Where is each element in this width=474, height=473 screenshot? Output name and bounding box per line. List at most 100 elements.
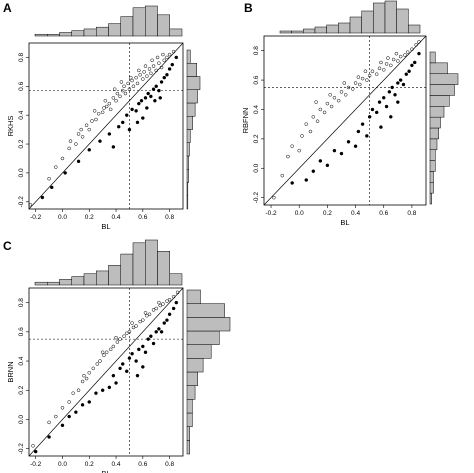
data-point-open bbox=[141, 318, 145, 322]
data-point-open bbox=[154, 306, 158, 311]
data-point-filled bbox=[141, 116, 145, 120]
y-histogram-bar bbox=[186, 195, 189, 210]
data-point-filled bbox=[149, 334, 153, 338]
x-histogram-bar bbox=[408, 24, 421, 34]
y-histogram-bar bbox=[429, 171, 434, 183]
data-point-open bbox=[142, 70, 146, 74]
data-point-open bbox=[308, 129, 313, 134]
y-histogram-bar bbox=[429, 149, 436, 161]
data-point-open bbox=[94, 117, 98, 122]
data-point-open bbox=[286, 154, 290, 159]
data-point-filled bbox=[111, 145, 116, 149]
data-point-open bbox=[114, 98, 118, 103]
data-point-filled bbox=[367, 115, 372, 119]
x-histogram-bar bbox=[338, 22, 351, 34]
y-histogram-bar bbox=[429, 116, 441, 129]
y-tick-label: 0.6 bbox=[18, 81, 25, 90]
data-point-open bbox=[80, 135, 85, 139]
y-tick-label: -0.2 bbox=[18, 196, 25, 208]
data-point-open bbox=[115, 340, 120, 344]
x-tick-label: 0.4 bbox=[112, 461, 121, 468]
data-point-open bbox=[377, 66, 382, 71]
data-point-open bbox=[129, 75, 133, 80]
data-point-open bbox=[272, 195, 276, 200]
data-point-filled bbox=[157, 327, 161, 331]
data-point-filled bbox=[134, 109, 138, 113]
x-histogram-bar bbox=[59, 279, 72, 286]
data-point-open bbox=[325, 101, 330, 106]
y-tick-label: 0.4 bbox=[253, 105, 260, 114]
data-point-filled bbox=[167, 312, 172, 317]
data-point-filled bbox=[379, 125, 383, 129]
data-point-filled bbox=[154, 84, 158, 89]
data-point-filled bbox=[325, 163, 330, 168]
y-histogram-bar bbox=[186, 440, 190, 455]
y-tick-label: 0.0 bbox=[18, 415, 25, 424]
data-point-filled bbox=[390, 85, 394, 90]
y-histogram-bar bbox=[186, 371, 198, 386]
data-point-filled bbox=[162, 321, 167, 325]
data-point-open bbox=[391, 57, 396, 62]
data-point-open bbox=[96, 111, 101, 116]
x-histogram-bar bbox=[384, 0, 397, 34]
data-point-open bbox=[119, 80, 124, 84]
data-point-open bbox=[135, 81, 140, 86]
data-point-filled bbox=[159, 80, 164, 84]
data-point-open bbox=[141, 77, 145, 81]
data-point-open bbox=[171, 49, 176, 54]
x-histogram-bar bbox=[71, 30, 85, 37]
data-point-open bbox=[314, 100, 318, 104]
x-tick-label: 0.0 bbox=[295, 210, 304, 217]
data-point-open bbox=[91, 366, 96, 371]
data-point-open bbox=[138, 319, 142, 324]
y-histogram-bar bbox=[429, 192, 432, 205]
y-tick-label: -0.2 bbox=[253, 192, 260, 204]
data-point-filled bbox=[374, 110, 379, 115]
y-histogram-bar bbox=[186, 155, 189, 170]
data-point-filled bbox=[111, 373, 116, 378]
data-point-filled bbox=[157, 88, 161, 93]
y-histogram-bar bbox=[186, 317, 231, 332]
data-point-filled bbox=[120, 120, 125, 125]
y-tick-label: 0.8 bbox=[18, 298, 25, 307]
x-histogram-bar bbox=[120, 16, 134, 37]
data-point-open bbox=[171, 295, 176, 299]
data-point-filled bbox=[118, 366, 122, 371]
diagonal-line bbox=[264, 36, 426, 205]
data-point-open bbox=[103, 98, 108, 103]
data-point-open bbox=[360, 76, 365, 81]
y-histogram-bar bbox=[186, 129, 191, 143]
y-histogram-bar bbox=[186, 289, 201, 304]
data-point-open bbox=[108, 107, 113, 112]
data-point-filled bbox=[135, 120, 140, 125]
data-point-filled bbox=[137, 101, 141, 106]
data-point-open bbox=[394, 51, 399, 56]
x-histogram-bar bbox=[349, 16, 362, 34]
x-histogram-bar bbox=[108, 23, 121, 37]
y-histogram-bar bbox=[186, 169, 189, 183]
data-point-open bbox=[143, 311, 148, 315]
data-point-filled bbox=[332, 148, 337, 153]
data-point-open bbox=[158, 303, 162, 308]
plot-frame bbox=[263, 35, 427, 206]
panel-b: B -0.2 0.0 0.2 0.4 0.6 0.8 -0.2 0.0 0.2 0.4 0.6 0.8 B… bbox=[241, 0, 459, 227]
data-point-filled bbox=[87, 400, 92, 404]
data-point-open bbox=[297, 148, 301, 153]
y-tick-label: 0.2 bbox=[253, 134, 260, 143]
data-point-filled bbox=[417, 51, 421, 56]
data-point-open bbox=[79, 127, 83, 132]
data-point-open bbox=[47, 176, 51, 181]
data-point-filled bbox=[165, 318, 169, 322]
data-point-open bbox=[290, 144, 294, 148]
data-point-open bbox=[123, 91, 128, 96]
data-point-open bbox=[90, 119, 94, 123]
data-point-open bbox=[115, 91, 120, 96]
data-point-open bbox=[162, 58, 167, 63]
data-point-open bbox=[157, 300, 161, 305]
x-tick-label: 0.0 bbox=[58, 461, 67, 468]
data-point-filled bbox=[141, 344, 145, 349]
x-histogram-bar bbox=[71, 276, 85, 286]
x-histogram-bar bbox=[145, 5, 158, 37]
x-histogram-bar bbox=[373, 2, 386, 34]
data-point-filled bbox=[134, 359, 138, 363]
